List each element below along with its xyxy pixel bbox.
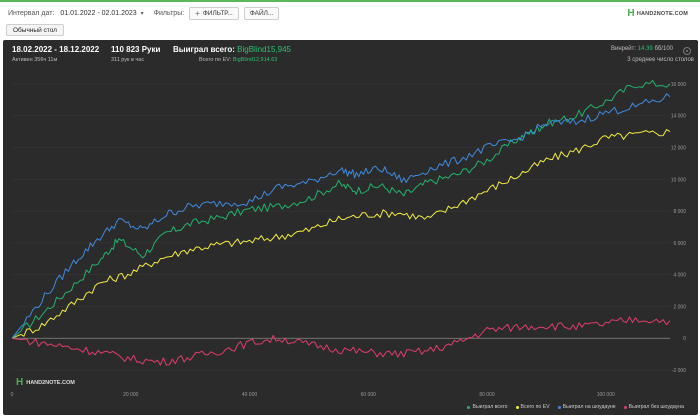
y-tick-label: 2 000 — [673, 304, 686, 310]
filter-button-label: ФИЛЬТР... — [202, 9, 233, 17]
won-total-value: BigBlind15,945 — [237, 45, 291, 54]
x-tick-label: 100 000 — [597, 392, 615, 398]
y-tick-label: 0 — [683, 336, 686, 342]
interval-select[interactable]: 01.01.2022 - 02.01.2023 — [60, 9, 137, 17]
toolbar: Интервал дат: 01.01.2022 - 02.01.2023 ▾ … — [0, 2, 700, 24]
series-line — [11, 129, 671, 339]
winrate-value: 14.39 — [637, 46, 653, 52]
x-tick-label: 80 000 — [479, 392, 495, 398]
winrate-label: Винрейт: — [610, 46, 637, 52]
ev-total: Всего по EV: BigBlind12,914.63 — [199, 57, 277, 63]
watermark-logo-icon: H — [16, 377, 24, 388]
y-tick-label: 6 000 — [673, 241, 686, 247]
legend-label: Выиграл на шоудауне — [562, 404, 616, 410]
filters-label: Фильтры: — [153, 9, 185, 17]
ev-value: BigBlind12,914.63 — [232, 57, 278, 63]
x-tick-label: 20 000 — [123, 392, 139, 398]
y-tick-label: 8 000 — [673, 209, 686, 215]
file-button-label: ФАЙЛ... — [249, 9, 274, 17]
settings-icon[interactable] — [683, 47, 691, 55]
y-tick-label: 14 000 — [671, 114, 687, 120]
chart-watermark: H HAND2NOTE.COM — [16, 377, 75, 388]
legend-item[interactable]: Выиграл без шоудауна — [623, 404, 684, 410]
hands-per-hour: 311 рук в час — [111, 57, 145, 63]
legend-item[interactable]: Выиграл на шоудауне — [557, 404, 616, 410]
y-tick-label: 10 000 — [671, 177, 687, 183]
date-range: 18.02.2022 - 18.12.2022 — [12, 45, 100, 54]
watermark-text: HAND2NOTE.COM — [26, 379, 75, 386]
y-tick-label: -2 000 — [672, 368, 686, 374]
series-line — [11, 93, 671, 339]
y-tick-label: 16 000 — [671, 82, 687, 88]
legend-dot-icon — [467, 405, 471, 409]
y-tick-label: 4 000 — [673, 273, 686, 279]
legend-dot-icon — [557, 405, 561, 409]
chart-legend: Выиграл всего Всего по EV Выиграл на шоуда… — [467, 404, 684, 410]
file-button[interactable]: ФАЙЛ... — [243, 6, 280, 20]
table-type-tabs: Обычный стол — [6, 24, 64, 36]
winrate: Винрейт: 14.39 бб/100 — [611, 46, 673, 52]
brand-logo: H HAND2NOTE.COM — [627, 8, 688, 19]
top-accent-line — [0, 0, 700, 2]
legend-dot-icon — [515, 405, 519, 409]
legend-dot-icon — [623, 405, 627, 409]
tab-regular-table[interactable]: Обычный стол — [6, 24, 64, 36]
series-line — [11, 316, 671, 366]
filter-button[interactable]: + ФИЛЬТР... — [189, 6, 239, 20]
series-line — [11, 80, 671, 339]
active-time: Активен 356ч 11м — [12, 57, 58, 63]
legend-label: Выиграл всего — [472, 404, 508, 410]
avg-tables: 3 среднее число столов — [627, 57, 694, 63]
won-total: Выиграл всего: BigBlind15,945 — [173, 45, 291, 54]
plus-icon: + — [195, 8, 200, 18]
ev-label: Всего по EV: — [199, 57, 232, 63]
logo-icon: H — [627, 8, 635, 19]
interval-label: Интервал дат: — [8, 9, 55, 17]
chevron-down-icon[interactable]: ▾ — [140, 10, 144, 17]
legend-label: Всего по EV — [520, 404, 550, 410]
hands-count: 110 823 Руки — [111, 45, 161, 54]
x-tick-label: 0 — [11, 392, 14, 398]
legend-item[interactable]: Выиграл всего — [467, 404, 508, 410]
x-tick-label: 40 000 — [242, 392, 258, 398]
legend-item[interactable]: Всего по EV — [515, 404, 550, 410]
legend-label: Выиграл без шоудауна — [628, 404, 684, 410]
x-tick-label: 60 000 — [361, 392, 377, 398]
logo-text: HAND2NOTE.COM — [636, 10, 688, 17]
won-total-label: Выиграл всего: — [173, 45, 235, 54]
winrate-unit: бб/100 — [654, 46, 673, 52]
graph-panel: 18.02.2022 - 18.12.2022 Активен 356ч 11м… — [3, 40, 698, 415]
winnings-chart: 16 000 14 000 12 000 10 000 8 000 6 000 4 000 2… — [11, 80, 687, 398]
y-tick-label: 12 000 — [671, 146, 687, 152]
